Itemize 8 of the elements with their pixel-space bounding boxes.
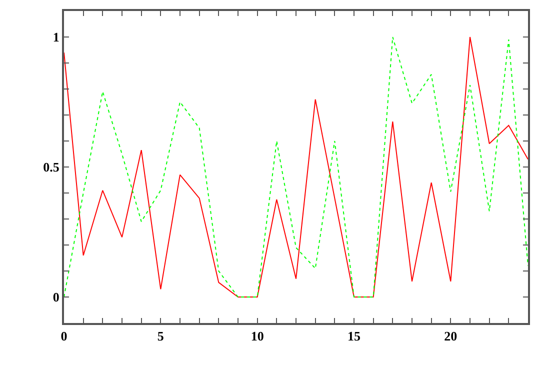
x-tick-label: 15 — [348, 328, 361, 344]
y-tick-label: 0.5 — [43, 160, 60, 175]
y-tick-label: 1 — [52, 30, 60, 45]
line-series — [64, 36, 528, 298]
y-tick-label: 0 — [52, 290, 60, 305]
x-tick-label: 5 — [157, 328, 164, 344]
x-tick-label: 10 — [250, 328, 264, 344]
x-tick-label: 20 — [444, 328, 458, 344]
